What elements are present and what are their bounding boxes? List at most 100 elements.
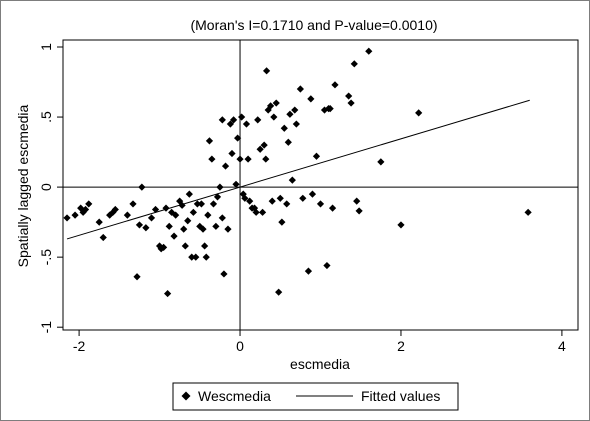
data-point <box>353 197 361 205</box>
data-point <box>252 208 260 216</box>
data-point <box>268 197 276 205</box>
data-point <box>316 200 325 208</box>
data-point <box>254 116 262 124</box>
data-point <box>221 162 230 170</box>
data-point <box>201 242 209 250</box>
axis-ticks: -2 0 2 4 -1 -.5 0 .5 1 <box>38 43 566 354</box>
data-point <box>299 194 307 202</box>
data-point <box>111 205 119 214</box>
data-point <box>323 261 331 270</box>
data-point <box>312 152 321 160</box>
data-point <box>292 120 300 128</box>
data-point <box>345 92 353 100</box>
data-point <box>258 208 267 216</box>
fitted-values-line <box>66 99 530 240</box>
data-point <box>286 110 294 118</box>
data-point <box>133 273 141 281</box>
chart-title: (Moran's I=0.1710 and P-value=0.0010) <box>190 17 437 33</box>
data-point <box>284 138 292 146</box>
data-point <box>181 242 189 250</box>
data-point <box>355 207 363 215</box>
data-point <box>129 200 137 208</box>
y-tick-label: -1 <box>38 321 54 334</box>
data-point <box>260 141 268 149</box>
data-point <box>138 183 146 191</box>
data-points <box>63 47 532 298</box>
data-point <box>142 224 150 232</box>
data-point <box>291 106 299 114</box>
data-point <box>162 204 170 212</box>
data-point <box>189 208 197 216</box>
data-point <box>213 193 222 201</box>
data-point <box>365 47 373 55</box>
data-point <box>256 145 264 153</box>
legend: Wescmedia Fitted values <box>172 382 459 411</box>
data-point <box>188 253 196 261</box>
data-point <box>242 120 251 128</box>
data-point <box>172 211 180 219</box>
data-point <box>159 243 168 251</box>
y-tick-label: 1 <box>38 43 54 51</box>
data-point <box>267 102 275 110</box>
data-point <box>109 208 117 216</box>
data-point <box>232 180 240 188</box>
data-point <box>135 221 144 229</box>
x-tick-label: -2 <box>73 338 86 354</box>
data-point <box>165 222 173 230</box>
data-point <box>262 67 271 75</box>
data-point <box>205 137 214 145</box>
data-point <box>193 200 201 208</box>
data-point <box>377 158 385 166</box>
data-point <box>212 222 220 230</box>
data-point <box>208 155 216 163</box>
data-point <box>326 105 334 113</box>
data-point <box>229 116 238 124</box>
data-point <box>415 109 423 117</box>
x-tick-label: 2 <box>397 338 405 354</box>
x-tick-label: 0 <box>236 338 244 354</box>
data-point <box>95 218 103 226</box>
plot-area-border <box>62 39 579 331</box>
x-tick-label: 4 <box>558 338 566 354</box>
data-point <box>296 85 304 93</box>
data-point <box>246 197 254 205</box>
data-point <box>272 99 280 107</box>
data-point <box>524 208 532 216</box>
data-point <box>276 194 284 202</box>
data-point <box>99 233 107 242</box>
data-point <box>218 214 226 222</box>
data-point <box>197 200 206 208</box>
x-axis-label: escmedia <box>290 356 350 372</box>
data-point <box>199 225 207 233</box>
data-point <box>278 218 286 226</box>
data-point <box>241 194 249 202</box>
data-point <box>178 201 186 209</box>
data-point <box>304 267 313 275</box>
data-point <box>397 221 405 229</box>
data-point <box>209 200 218 208</box>
reference-lines <box>63 40 578 330</box>
data-point <box>280 124 288 132</box>
data-point <box>238 113 246 121</box>
fitted-line-group <box>66 99 530 240</box>
y-axis-label: Spatially lagged escmedia <box>15 104 31 267</box>
data-point <box>224 225 232 233</box>
data-point <box>180 225 188 233</box>
data-point <box>308 190 317 198</box>
data-point <box>236 155 244 163</box>
data-point <box>228 149 236 158</box>
legend-label-scatter: Wescmedia <box>198 388 271 404</box>
data-point <box>270 113 278 121</box>
legend-diamond-marker <box>181 391 191 401</box>
legend-label-fitted: Fitted values <box>361 388 440 404</box>
data-point <box>85 200 93 208</box>
y-tick-label: 0 <box>38 183 54 191</box>
data-point <box>79 208 87 216</box>
y-tick-label: .5 <box>38 111 54 123</box>
data-point <box>218 116 226 124</box>
data-point <box>192 253 200 261</box>
data-point <box>77 204 85 212</box>
data-point <box>147 214 156 222</box>
